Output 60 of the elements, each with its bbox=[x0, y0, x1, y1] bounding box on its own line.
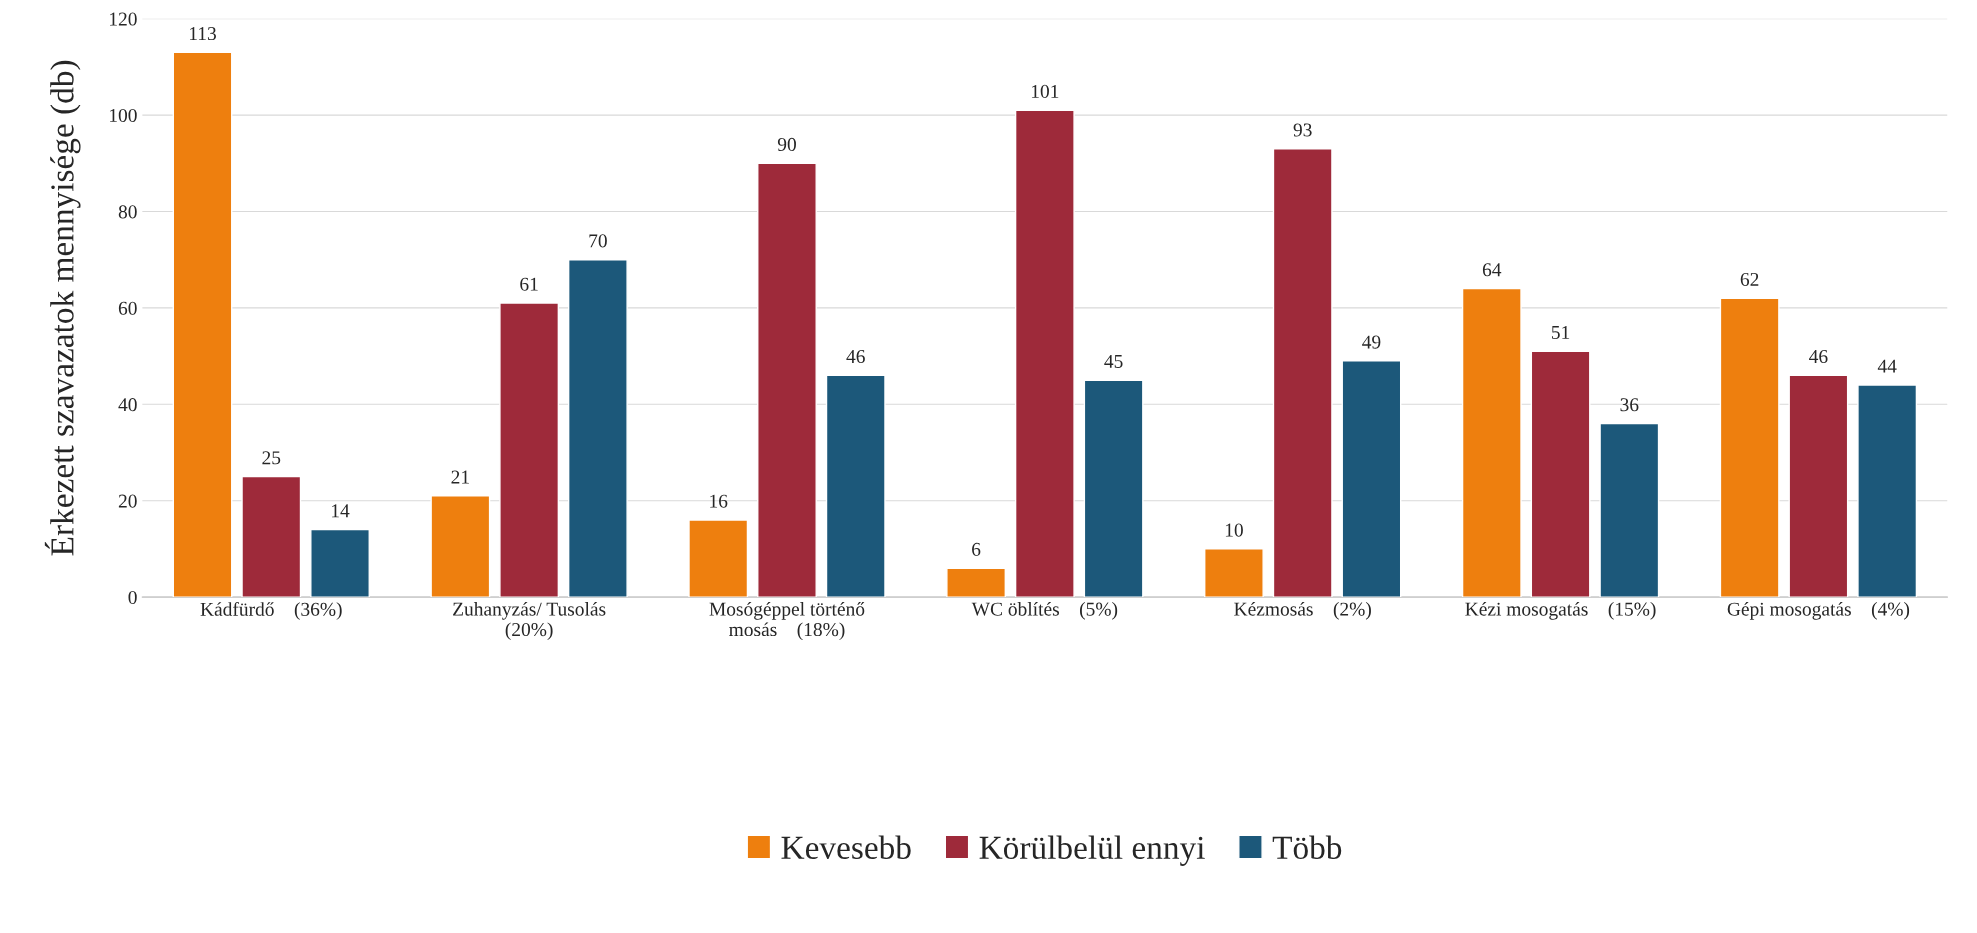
bar bbox=[567, 258, 628, 598]
data-label: 51 bbox=[1551, 325, 1570, 339]
bar bbox=[1014, 109, 1075, 598]
x-tick-label: WC öblítés (5%) bbox=[971, 601, 1118, 620]
bar bbox=[499, 302, 560, 598]
data-label: 6 bbox=[972, 542, 981, 556]
legend-label: Körülbelül ennyi bbox=[979, 835, 1205, 866]
bar bbox=[430, 495, 491, 598]
x-tick-label: Zuhanyzás/ Tusolás (20%) bbox=[453, 601, 606, 641]
bar bbox=[241, 475, 302, 598]
bar bbox=[1857, 384, 1918, 598]
data-label: 46 bbox=[846, 350, 865, 364]
bar bbox=[757, 162, 817, 598]
data-label: 61 bbox=[520, 277, 538, 291]
x-tick-label: Gépi mosogatás (4%) bbox=[1727, 601, 1910, 620]
bar bbox=[688, 519, 749, 598]
data-label: 70 bbox=[589, 234, 607, 248]
bar bbox=[1788, 374, 1849, 598]
bar bbox=[1083, 379, 1144, 598]
y-tick-label: 40 bbox=[118, 398, 137, 412]
bar bbox=[1530, 350, 1591, 598]
y-axis-title: Érkezett szavazatok mennyisége (db) bbox=[44, 60, 81, 556]
y-tick-label: 0 bbox=[128, 590, 137, 605]
data-label: 16 bbox=[710, 494, 728, 508]
data-label: 10 bbox=[1225, 523, 1243, 537]
x-tick-label: Kádfürdő (36%) bbox=[200, 601, 342, 620]
y-tick-label: 80 bbox=[118, 205, 137, 219]
bar bbox=[825, 374, 886, 598]
y-tick-label: 60 bbox=[118, 301, 137, 315]
bar bbox=[1204, 548, 1264, 598]
data-label: 93 bbox=[1293, 123, 1312, 137]
data-label: 64 bbox=[1482, 263, 1502, 277]
x-tick-label: Kézmosás (2%) bbox=[1234, 601, 1371, 620]
y-tick-label: 120 bbox=[110, 12, 137, 26]
data-label: 113 bbox=[190, 27, 216, 41]
data-label: 49 bbox=[1362, 335, 1381, 349]
data-label: 62 bbox=[1740, 272, 1759, 286]
x-tick-label: Mosógéppel történő mosás (18%) bbox=[709, 601, 865, 641]
bar bbox=[1461, 287, 1522, 598]
bar bbox=[1272, 148, 1333, 598]
data-label: 46 bbox=[1809, 350, 1828, 364]
y-tick-label: 100 bbox=[110, 108, 137, 123]
y-tick-label: 20 bbox=[118, 494, 137, 508]
data-label: 90 bbox=[777, 137, 796, 151]
data-label: 21 bbox=[451, 470, 469, 484]
bar bbox=[1599, 422, 1660, 598]
x-tick-label: Kézi mosogatás (15%) bbox=[1465, 601, 1656, 620]
bar bbox=[1719, 297, 1780, 598]
data-label: 14 bbox=[332, 504, 350, 518]
legend-label: Több bbox=[1272, 835, 1342, 860]
bar bbox=[1341, 360, 1402, 598]
data-label: 101 bbox=[1031, 84, 1059, 98]
bar bbox=[946, 567, 1007, 598]
data-label: 25 bbox=[262, 451, 281, 465]
data-label: 36 bbox=[1620, 398, 1639, 412]
bar bbox=[310, 528, 370, 598]
data-label: 44 bbox=[1877, 359, 1897, 373]
legend-label: Kevesebb bbox=[781, 835, 911, 860]
bar bbox=[172, 51, 233, 598]
data-label: 45 bbox=[1104, 354, 1123, 368]
